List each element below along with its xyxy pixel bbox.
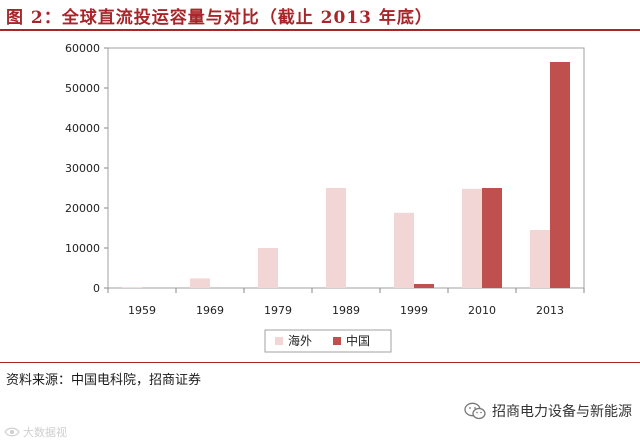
x-tick-label-1999: 1999	[400, 304, 428, 317]
bar-chart: 0 10000 20000 30000 40000 50000 60000 1959 1969 1…	[65, 42, 585, 353]
title-divider	[0, 29, 640, 31]
legend-label-overseas: 海外	[288, 333, 312, 348]
watermark-icon	[4, 427, 20, 437]
bar-overseas-1989	[326, 188, 346, 288]
source-note: 资料来源：中国电科院，招商证券	[6, 373, 202, 388]
y-tick-label-2: 20000	[65, 202, 100, 215]
x-tick-label-1959: 1959	[128, 304, 156, 317]
y-tick-label-3: 30000	[65, 162, 100, 175]
y-tick-label-0: 0	[93, 282, 100, 295]
wechat-icon	[464, 402, 486, 420]
watermark-text: 大数据视	[23, 426, 67, 439]
x-tick-label-1989: 1989	[332, 304, 360, 317]
legend-label-china: 中国	[346, 333, 370, 348]
bar-overseas-2010	[462, 188, 482, 288]
y-tick-label-4: 40000	[65, 122, 100, 135]
brand-footer: 招商电力设备与新能源	[464, 401, 632, 421]
bar-overseas-1999	[394, 212, 414, 288]
y-tick-label-6: 60000	[65, 42, 100, 55]
y-tick-label-1: 10000	[65, 242, 100, 255]
bar-china-2013	[550, 62, 570, 288]
bar-china-2010	[482, 188, 502, 288]
figure-title: 图 2：全球直流投运容量与对比（截止 2013 年底）	[6, 8, 433, 28]
bar-overseas-1959	[122, 287, 142, 288]
brand-name: 招商电力设备与新能源	[492, 404, 632, 420]
y-tick-label-5: 50000	[65, 82, 100, 95]
bar-overseas-2013	[530, 230, 550, 288]
bar-overseas-1979	[258, 248, 278, 288]
legend-swatch-overseas	[275, 337, 283, 345]
bar-china-1999	[414, 284, 434, 288]
title-bar: 图 2：全球直流投运容量与对比（截止 2013 年底）	[0, 0, 640, 30]
legend-box	[264, 329, 392, 353]
x-tick-label-2010: 2010	[468, 304, 496, 317]
bar-overseas-1969	[190, 278, 210, 288]
watermark: 大数据视	[4, 424, 67, 440]
x-tick-label-2013: 2013	[536, 304, 564, 317]
legend-swatch-china	[333, 337, 341, 345]
source-divider	[0, 362, 640, 363]
x-tick-label-1979: 1979	[264, 304, 292, 317]
x-tick-label-1969: 1969	[196, 304, 224, 317]
